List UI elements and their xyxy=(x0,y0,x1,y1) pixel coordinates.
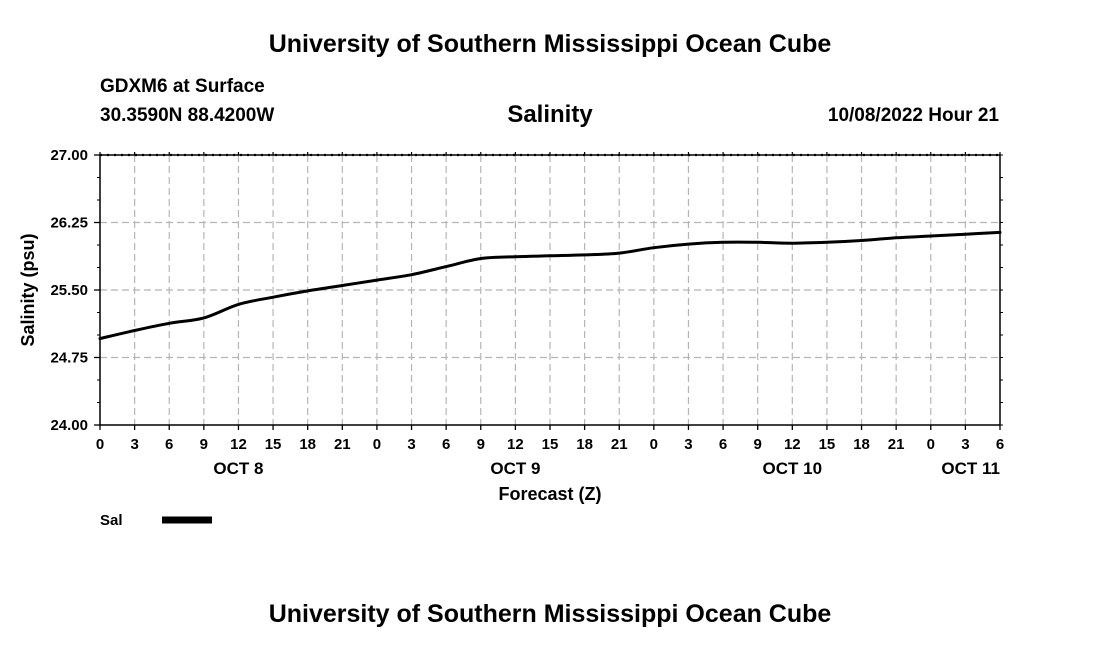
y-axis: 24.00 24.75 25.50 26.25 27.00 xyxy=(50,147,1003,434)
chart-title: University of Southern Mississippi Ocean… xyxy=(268,30,832,58)
y-tick-label: 24.00 xyxy=(50,417,88,434)
x-tick-label: 12 xyxy=(230,436,247,453)
data-series xyxy=(98,230,1002,341)
y-tick-label: 24.75 xyxy=(50,350,88,367)
x-tick-label: 12 xyxy=(507,436,524,453)
x-tick-label: 6 xyxy=(165,436,173,453)
y-tick-label: 26.25 xyxy=(50,215,88,232)
datetime-label: 10/08/2022 Hour 21 xyxy=(827,105,999,126)
x-tick-label: 21 xyxy=(611,436,628,453)
y-tick-label: 27.00 xyxy=(50,147,88,164)
day-label: OCT 8 xyxy=(213,459,263,478)
station-label: GDXM6 at Surface xyxy=(100,76,265,97)
legend-label: Sal xyxy=(100,512,123,529)
variable-title: Salinity xyxy=(507,101,593,128)
x-tick-label: 18 xyxy=(576,436,593,453)
x-tick-label: 21 xyxy=(334,436,351,453)
x-tick-label: 12 xyxy=(784,436,801,453)
legend: Sal xyxy=(100,512,212,529)
x-tick-label: 9 xyxy=(754,436,762,453)
x-axis-label: Forecast (Z) xyxy=(498,484,601,504)
coordinates-label: 30.3590N 88.4200W xyxy=(100,105,275,126)
day-label: OCT 11 xyxy=(941,459,1000,478)
day-label: OCT 10 xyxy=(763,459,823,478)
x-tick-label: 6 xyxy=(442,436,450,453)
x-tick-label: 0 xyxy=(373,436,381,453)
x-tick-label: 6 xyxy=(996,436,1004,453)
x-tick-label: 21 xyxy=(888,436,905,453)
x-tick-label: 9 xyxy=(477,436,485,453)
x-tick-label: 3 xyxy=(130,436,138,453)
x-tick-label: 15 xyxy=(265,436,282,453)
x-axis: 0 3 6 9 12 15 18 21 0 3 6 9 12 15 18 21 0 3 6 9 12 15 18 21 0 3 6 O… xyxy=(96,425,1004,478)
day-label: OCT 9 xyxy=(490,459,540,478)
x-tick-label: 15 xyxy=(819,436,836,453)
x-tick-label: 0 xyxy=(650,436,658,453)
x-tick-label: 6 xyxy=(719,436,727,453)
x-tick-label: 0 xyxy=(927,436,935,453)
x-tick-label: 15 xyxy=(542,436,559,453)
plot-border-ticks xyxy=(99,152,1001,157)
x-tick-label: 18 xyxy=(299,436,316,453)
x-tick-label: 3 xyxy=(961,436,969,453)
bottom-title: University of Southern Mississippi Ocean… xyxy=(268,600,832,628)
x-tick-label: 9 xyxy=(200,436,208,453)
y-axis-label: Salinity (psu) xyxy=(18,233,38,346)
series-line-sal xyxy=(98,230,1002,341)
x-tick-label: 0 xyxy=(96,436,104,453)
grid-lines xyxy=(100,155,1000,425)
x-tick-label: 3 xyxy=(407,436,415,453)
y-tick-label: 25.50 xyxy=(50,282,88,299)
x-tick-label: 18 xyxy=(853,436,870,453)
x-tick-label: 3 xyxy=(684,436,692,453)
